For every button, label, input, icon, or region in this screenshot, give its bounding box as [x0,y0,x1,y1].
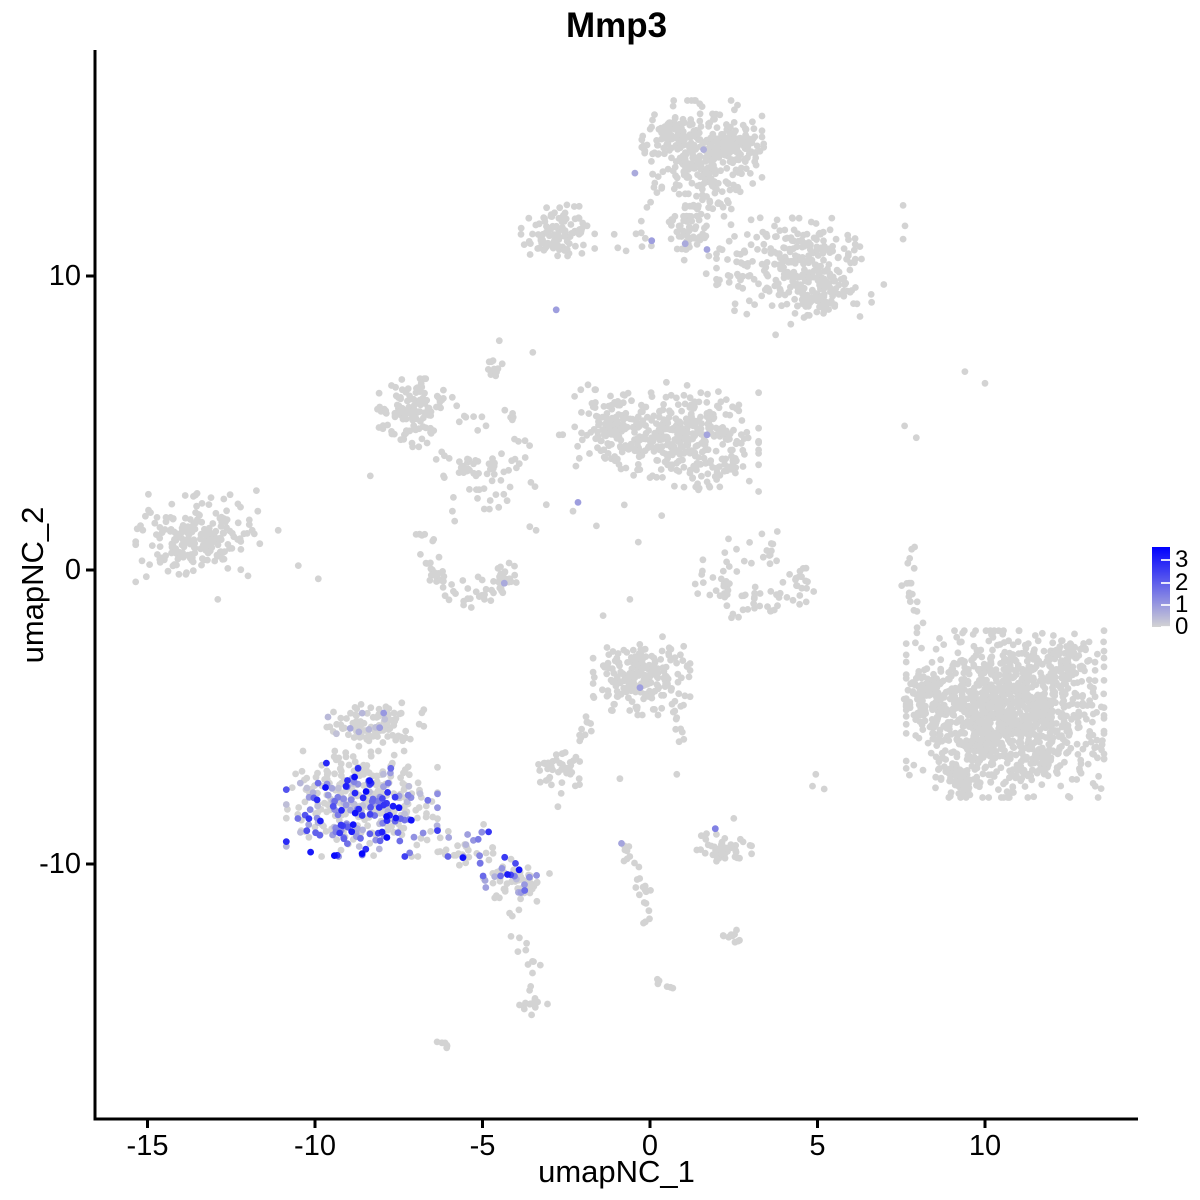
legend-label: 3 [1175,546,1189,574]
y-tick-label: 0 [65,554,81,586]
plot-title: Mmp3 [565,6,668,45]
y-tick-label: -10 [39,848,81,880]
x-tick-label: 5 [809,1130,825,1162]
y-axis-title: umapNC_2 [15,506,50,664]
legend-label: 1 [1175,590,1189,618]
legend-gradient-bar [1152,547,1170,627]
x-tick-label: 10 [969,1130,1001,1162]
y-axis: -10 0 10 [39,50,97,1119]
x-tick-label: 0 [642,1130,658,1162]
y-tick-label: 10 [49,260,81,292]
legend-tick [1161,603,1170,606]
scatter-points [132,97,1108,1052]
x-axis-title: umapNC_1 [538,1154,695,1189]
legend-tick [1161,626,1170,628]
x-tick-label: -5 [470,1130,496,1162]
legend-label: 2 [1175,568,1189,596]
x-tick-label: -10 [294,1130,336,1162]
x-tick-label: -15 [127,1130,169,1162]
x-axis: -15 -10 -5 0 5 10 [93,1117,1138,1162]
legend-tick [1161,581,1170,584]
legend-label: 0 [1175,613,1189,640]
legend-tick [1161,559,1170,562]
